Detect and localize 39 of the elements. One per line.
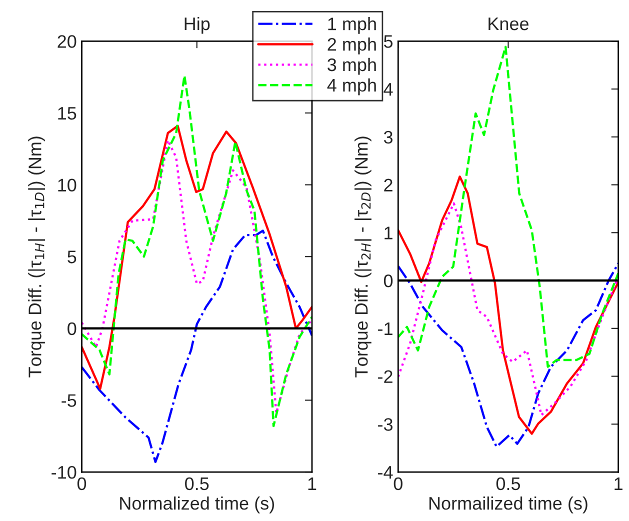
line-series (82, 74, 312, 428)
y-tick-label: 20 (58, 35, 76, 48)
line-series (82, 230, 312, 464)
legend-label: 3 mph (328, 58, 376, 75)
x-tick-label: 1 (308, 478, 316, 490)
y-tick-label: 10 (58, 178, 76, 192)
y-tick-label: 5 (384, 35, 393, 48)
line-series (398, 46, 618, 368)
chart-title: Knee (488, 18, 529, 30)
x-axis-title: Normailized time (s) (429, 496, 588, 514)
y-axis-title: Torque Diff. (|τ$_{2H}$| - |τ$_{2D}$|) (Nm) (354, 136, 372, 378)
x-tick-label: 0 (394, 477, 402, 490)
x-tick-label: 0 (77, 477, 86, 490)
y-tick-label: 2 (384, 178, 392, 192)
y-axis-title: Torque Diff. (|τ$_{1H}$| - |τ$_{1D}$|) (Nm) (28, 136, 46, 378)
legend-label: 1 mph (328, 17, 376, 34)
line-series (398, 176, 618, 435)
x-tick-label: 0.5 (185, 477, 209, 490)
x-tick-label: 0.5 (496, 477, 520, 490)
legend-label: 2 mph (328, 37, 376, 54)
y-tick-label: -2 (378, 370, 392, 383)
y-tick-label: -5 (62, 394, 76, 407)
y-tick-label: 0 (68, 322, 76, 336)
line-series (398, 202, 618, 416)
y-tick-label: -1 (378, 322, 392, 335)
y-tick-label: 5 (68, 250, 76, 264)
chart-title: Hip (184, 16, 210, 34)
y-tick-label: 4 (384, 83, 393, 96)
line-series (398, 262, 618, 448)
y-tick-label: 0 (384, 274, 393, 288)
y-tick-label: 15 (58, 107, 76, 120)
y-tick-label: -4 (378, 466, 393, 479)
legend-label: 4 mph (327, 78, 376, 96)
y-tick-label: -3 (378, 418, 393, 431)
y-tick-label: -10 (52, 466, 76, 479)
x-axis-title: Normalized time (s) (120, 496, 274, 514)
y-tick-label: 3 (384, 130, 393, 144)
x-tick-label: 1 (614, 478, 622, 490)
y-tick-label: 1 (384, 226, 392, 240)
